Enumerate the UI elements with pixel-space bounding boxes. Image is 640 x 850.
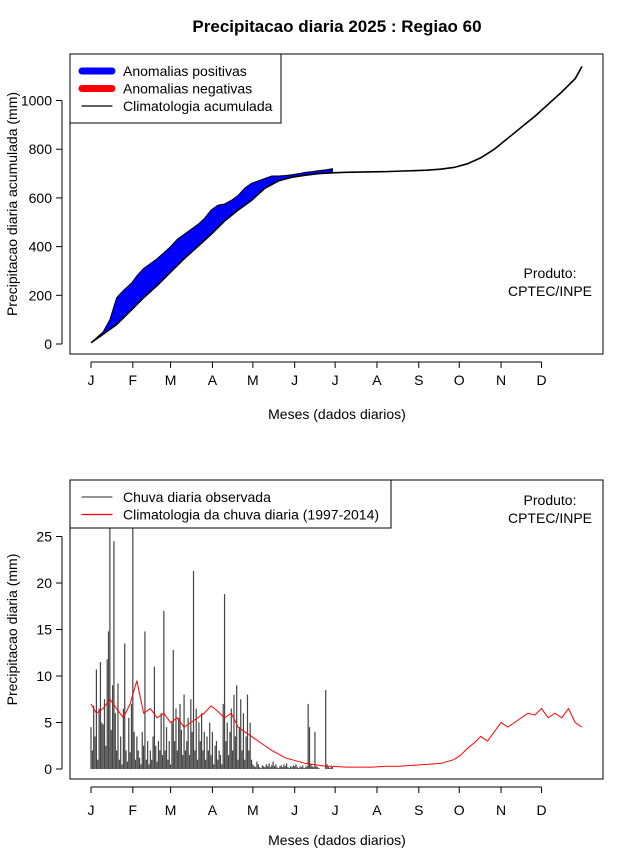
y-tick-label: 600	[29, 190, 53, 206]
x-tick-label: M	[247, 802, 259, 818]
y-tick-label: 25	[36, 529, 52, 545]
product-annotation: Produto:	[524, 265, 577, 281]
legend-box	[69, 479, 392, 529]
x-tick-label: M	[247, 372, 259, 388]
x-tick-label: A	[372, 802, 382, 818]
anomaly-positive-area	[90, 168, 333, 344]
legend-label: Climatologia acumulada	[123, 98, 273, 114]
x-tick-label: O	[454, 372, 465, 388]
x-tick-label: D	[536, 372, 546, 388]
x-tick-label: J	[332, 372, 339, 388]
x-axis-label: Meses (dados diarios)	[268, 832, 406, 848]
daily-chart: 0 5 10 15 20 25 Precipitacao diaria (mm) J F M A M J…	[4, 479, 604, 848]
x-tick-label: M	[165, 372, 177, 388]
y-tick-label: 20	[36, 575, 52, 591]
x-tick-label: A	[208, 802, 218, 818]
y-tick-label: 10	[36, 668, 52, 684]
y-tick-label: 0	[44, 336, 52, 352]
x-tick-label: O	[454, 802, 465, 818]
climatology-cumulative-line	[90, 66, 583, 344]
legend-label: Climatologia da chuva diaria (1997-2014)	[123, 507, 379, 523]
x-tick-label: S	[414, 802, 423, 818]
legend-label: Chuva diaria observada	[123, 489, 271, 505]
page-title: Precipitacao diaria 2025 : Regiao 60	[192, 17, 481, 36]
y-axis-label: Precipitacao diaria (mm)	[4, 554, 20, 706]
plot-frame	[69, 53, 604, 355]
y-tick-label: 0	[44, 761, 52, 777]
legend-label: Anomalias positivas	[123, 63, 247, 79]
x-tick-label: J	[88, 802, 95, 818]
y-tick-label: 800	[29, 141, 53, 157]
y-tick-label: 15	[36, 622, 52, 638]
x-tick-label: D	[536, 802, 546, 818]
x-tick-label: J	[291, 802, 298, 818]
x-tick-label: N	[496, 372, 506, 388]
x-axis-label: Meses (dados diarios)	[268, 406, 406, 422]
product-annotation: CPTEC/INPE	[508, 283, 592, 299]
x-tick-label: J	[291, 372, 298, 388]
climatology-daily-line	[90, 680, 583, 768]
y-tick-label: 5	[44, 715, 52, 731]
x-tick-label: M	[165, 802, 177, 818]
x-tick-label: N	[496, 802, 506, 818]
y-tick-label: 1000	[21, 93, 52, 109]
product-annotation: Produto:	[524, 492, 577, 508]
y-tick-label: 400	[29, 239, 53, 255]
legend-label: Anomalias negativas	[123, 81, 252, 97]
x-tick-label: F	[129, 372, 138, 388]
y-axis-label: Precipitacao diaria acumulada (mm)	[4, 92, 20, 316]
x-tick-label: J	[332, 802, 339, 818]
product-annotation: CPTEC/INPE	[508, 510, 592, 526]
x-tick-label: A	[208, 372, 218, 388]
y-tick-label: 200	[29, 287, 53, 303]
x-tick-label: J	[88, 372, 95, 388]
x-tick-label: F	[129, 802, 138, 818]
x-tick-label: S	[414, 372, 423, 388]
x-tick-label: A	[372, 372, 382, 388]
